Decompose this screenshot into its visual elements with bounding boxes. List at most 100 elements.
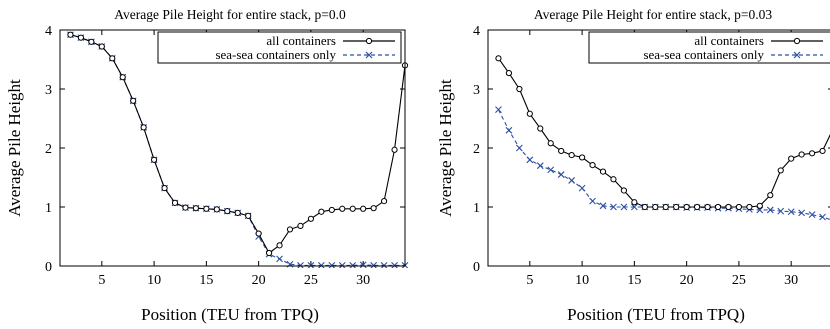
chart-right-point-all — [725, 203, 732, 211]
chart-right-point-all — [704, 203, 711, 211]
chart-right-point-seasea — [526, 156, 534, 164]
chart-left-point-seasea — [276, 255, 283, 263]
chart-left-point-seasea — [297, 262, 304, 268]
chart-left-point-all — [203, 205, 210, 212]
chart-right-point-seasea — [568, 177, 576, 184]
chart-right-point-all — [746, 203, 753, 211]
chart-left-frame — [59, 29, 406, 267]
chart-right-legend-box — [588, 31, 830, 64]
chart-right-point-seasea — [557, 171, 565, 178]
chart-right-point-seasea — [578, 184, 586, 192]
chart-left-point-all — [182, 204, 189, 211]
chart-right-point-all — [578, 154, 586, 161]
chart-left-point-all — [140, 124, 147, 131]
chart-right-point-seasea — [547, 166, 555, 174]
chart-right-point-all — [589, 162, 596, 169]
chart-left-point-all — [391, 146, 398, 153]
chart-left-point-all — [370, 205, 377, 212]
chart-left-point-seasea — [359, 261, 367, 268]
chart-left-point-all — [161, 185, 168, 192]
chart-right-point-seasea — [777, 207, 785, 215]
chart-right-x-tick-label: 25 — [732, 273, 746, 288]
chart-right-point-seasea — [798, 209, 806, 217]
chart-right-point-all — [652, 203, 659, 211]
chart-right-series — [495, 55, 830, 224]
chart-right-point-seasea — [787, 208, 795, 216]
chart-left-point-all — [88, 38, 95, 45]
chart-right-point-all — [819, 147, 826, 155]
chart-right-point-all — [599, 168, 607, 175]
chart-left-point-all — [192, 205, 200, 212]
chart-left-y-tick-label: 2 — [45, 142, 52, 157]
chart-right-point-all — [505, 69, 513, 77]
chart-right-point-seasea — [766, 206, 774, 214]
chart-left-point-all — [245, 212, 252, 219]
chart-left-x-tick-label: 30 — [356, 273, 370, 288]
chart-left-point-all — [213, 206, 220, 213]
chart-right-point-seasea — [808, 211, 816, 219]
chart-left-point-all — [328, 206, 335, 214]
chart-right-y-axis-label: Average Pile Height — [436, 79, 455, 217]
chart-left-point-seasea — [338, 262, 346, 268]
chart-left-legend-label-seasea: sea-sea containers only — [215, 47, 336, 62]
chart-left-point-all — [98, 43, 105, 50]
chart-left-point-all — [171, 199, 179, 206]
chart-left-x-axis-label: Position (TEU from TPQ) — [141, 305, 319, 324]
chart-left-x-tick-label: 5 — [98, 273, 105, 288]
chart-right-y-tick-label: 3 — [473, 83, 480, 98]
chart-right-y-tick-label: 1 — [473, 201, 480, 216]
chart-right-point-all — [767, 192, 774, 199]
chart-left-point-all — [318, 208, 325, 215]
chart-left-point-all — [150, 156, 158, 163]
chart-right-x-tick-label: 15 — [627, 273, 641, 288]
chart-right-point-seasea — [620, 203, 628, 211]
chart-left-point-all — [276, 242, 283, 249]
chart-left-point-all — [339, 205, 346, 212]
chart-left-series — [67, 31, 409, 268]
chart-left-point-all — [255, 230, 262, 237]
chart-right-point-all — [714, 203, 722, 211]
chart-right-point-all — [631, 199, 638, 206]
chart-left-point-all — [360, 205, 367, 212]
chart-left-point-all — [297, 222, 304, 229]
chart-left-point-all — [130, 97, 137, 104]
chart-left-point-all — [286, 226, 294, 233]
chart-right-legend-label-seasea: sea-sea containers only — [643, 47, 764, 62]
chart-right-point-seasea — [536, 162, 544, 170]
chart-left-legend: all containers sea-sea containers only — [157, 31, 402, 64]
chart-right-y-tick-label: 2 — [473, 142, 480, 157]
chart-right-point-all — [756, 202, 763, 209]
chart-right-x-tick-label: 30 — [784, 273, 798, 288]
chart-right-point-all — [558, 147, 565, 155]
chart-right-point-all — [610, 176, 617, 183]
chart-left-point-seasea — [349, 262, 357, 268]
chart-right-x-tick-label: 5 — [526, 273, 533, 288]
chart-left-point-all — [67, 31, 74, 38]
chart-left-y-axis-label: Average Pile Height — [5, 79, 24, 217]
chart-left-x-tick-label: 25 — [304, 273, 318, 288]
chart-right-x-axis-label: Position (TEU from TPQ) — [567, 305, 745, 324]
chart-right-legend-marker-all — [793, 37, 801, 45]
chart-left: Average Pile Height for entire stack, p=… — [5, 7, 409, 324]
chart-left-point-all — [234, 209, 241, 216]
chart-left-y-tick-label: 1 — [45, 201, 52, 216]
chart-right-point-all — [516, 85, 523, 93]
chart-left-legend-marker-all — [365, 37, 373, 45]
chart-right-point-seasea — [589, 197, 596, 205]
chart-left-y-tick-label: 3 — [45, 83, 52, 98]
chart-right-point-all — [547, 140, 554, 147]
chart-left-point-seasea — [380, 262, 388, 268]
chart-left-point-all — [349, 205, 356, 212]
chart-right-point-all — [620, 187, 628, 194]
chart-left-series-line-all — [70, 34, 406, 254]
chart-right-point-seasea — [495, 106, 502, 114]
chart-right-y-tick-label: 4 — [473, 24, 480, 39]
chart-left-point-seasea — [370, 262, 378, 268]
chart-right-point-all — [662, 203, 669, 211]
chart-left-legend-label-all: all containers — [266, 33, 336, 48]
chart-right-point-all — [641, 203, 648, 211]
chart-right-title: Average Pile Height for entire stack, p=… — [534, 7, 773, 22]
chart-right-point-seasea — [630, 203, 638, 211]
chart-left-series-line-seasea — [70, 34, 405, 266]
